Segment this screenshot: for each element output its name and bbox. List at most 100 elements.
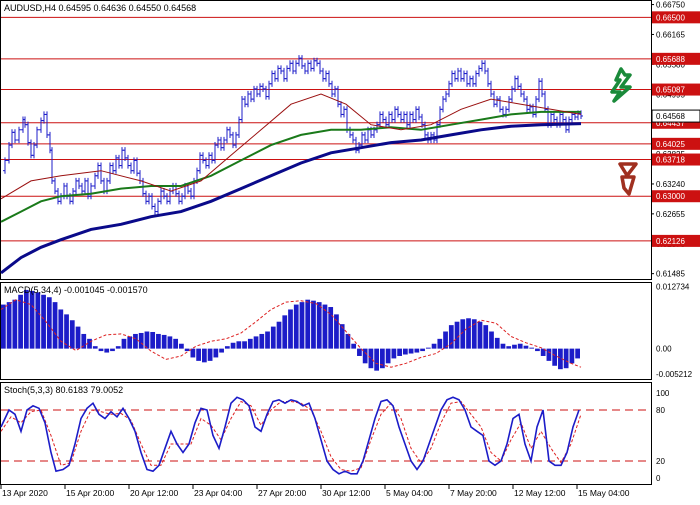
macd-bar	[75, 326, 81, 349]
macd-bar	[179, 343, 184, 349]
macd-bar	[506, 346, 512, 349]
macd-bar	[529, 347, 535, 349]
macd-bar	[115, 346, 121, 349]
macd-bar	[471, 319, 477, 349]
macd-bar	[288, 309, 293, 349]
ma-mid-line	[0, 110, 581, 223]
macd-bar	[414, 348, 420, 353]
stoch-tick-label: 0	[656, 474, 661, 483]
x-tick-label: 30 Apr 12:00	[322, 488, 370, 498]
macd-bar	[6, 302, 12, 349]
macd-bar	[448, 325, 454, 349]
macd-bar	[454, 321, 460, 349]
macd-bar	[402, 348, 408, 355]
level-label: 0.63718	[656, 156, 685, 165]
current-price-box	[651, 109, 700, 123]
price-panel-frame	[0, 0, 652, 280]
macd-bar	[276, 321, 282, 349]
level-label: 0.64025	[656, 140, 685, 149]
macd-bar	[253, 336, 259, 349]
macd-bar	[64, 314, 69, 349]
price-panel: 0.667500.661650.655800.649950.644100.638…	[0, 1, 700, 279]
price-tick-label: 0.66165	[656, 30, 685, 39]
macd-bar	[127, 336, 133, 349]
macd-bar	[58, 309, 64, 349]
macd-bar	[150, 331, 156, 349]
stoch-tick-label: 20	[656, 457, 665, 466]
macd-bar	[408, 348, 414, 354]
macd-bar	[540, 348, 546, 356]
macd-bar	[184, 348, 190, 352]
level-label-box	[652, 52, 700, 65]
macd-bar	[460, 319, 466, 349]
stoch-tick-label: 80	[656, 406, 665, 415]
level-label: 0.65087	[656, 86, 685, 95]
ma-fast-line	[0, 93, 582, 200]
macd-bar	[483, 325, 489, 349]
macd-bar	[362, 348, 368, 364]
level-label: 0.64437	[656, 119, 685, 128]
x-tick-label: 23 Apr 04:00	[194, 488, 242, 498]
level-label: 0.65688	[656, 55, 685, 64]
macd-panel-frame	[0, 282, 652, 380]
macd-tick-label: 0.00	[656, 345, 672, 354]
macd-bar	[98, 348, 104, 352]
macd-bar	[144, 331, 150, 349]
price-tick-label: 0.63240	[656, 180, 685, 189]
macd-bar	[242, 341, 247, 349]
macd-bar	[156, 333, 161, 349]
macd-bar	[391, 348, 397, 359]
macd-bar	[489, 331, 494, 349]
macd-bar	[213, 348, 219, 358]
macd-bar	[305, 299, 311, 349]
macd-bar	[523, 345, 529, 349]
x-axis: 13 Apr 2020 15 Apr 20:00 20 Apr 12:00 23 Ap…	[0, 485, 630, 498]
macd-bar	[173, 338, 179, 349]
macd-tick-label: 0.012734	[656, 282, 690, 291]
level-label-box	[652, 11, 700, 24]
macd-bar	[1, 304, 6, 349]
level-label: 0.62126	[656, 237, 685, 246]
macd-bar	[133, 333, 138, 349]
macd-bar	[293, 304, 299, 349]
macd-bar	[380, 348, 385, 369]
macd-bar	[87, 338, 92, 349]
macd-bar	[92, 346, 98, 349]
macd-bar	[81, 333, 87, 349]
stoch-panel-title: Stoch(5,3,3) 80.6183 79.0052	[4, 385, 123, 395]
level-label-box	[652, 83, 700, 96]
stoch-main-line	[0, 396, 580, 475]
macd-bar	[18, 294, 23, 349]
macd-bar	[552, 348, 558, 366]
macd-bar	[104, 348, 110, 353]
macd-bar	[425, 347, 431, 349]
macd-bar	[311, 300, 316, 349]
macd-bar	[328, 307, 334, 349]
macd-bar	[374, 348, 380, 371]
stoch-panel: 100 80 20 0	[0, 389, 670, 483]
macd-bar	[494, 337, 500, 349]
arrow-up-icon	[610, 67, 632, 103]
price-tick-label: 0.65580	[656, 60, 685, 69]
price-tick-label: 0.61485	[656, 270, 685, 279]
macd-bar	[138, 332, 144, 349]
macd-bar	[512, 344, 517, 349]
macd-bar	[110, 348, 115, 352]
macd-bar	[322, 304, 328, 349]
level-label-box	[652, 137, 700, 150]
macd-bar	[563, 348, 569, 369]
macd-bar	[575, 348, 580, 359]
x-tick-label: 15 May 04:00	[578, 488, 630, 498]
macd-bar	[546, 348, 552, 361]
macd-bar	[270, 326, 276, 349]
macd-bar	[230, 342, 236, 349]
macd-bar	[500, 343, 506, 349]
macd-bar	[357, 348, 362, 356]
macd-bar	[247, 338, 253, 349]
macd-bar	[368, 348, 374, 369]
macd-bar	[69, 320, 75, 349]
macd-panel-title: MACD(5,34,4) -0.001045 -0.001570	[4, 285, 148, 295]
macd-tick-label: -0.005212	[656, 370, 693, 379]
macd-bar	[569, 348, 575, 364]
macd-bar	[207, 348, 213, 361]
